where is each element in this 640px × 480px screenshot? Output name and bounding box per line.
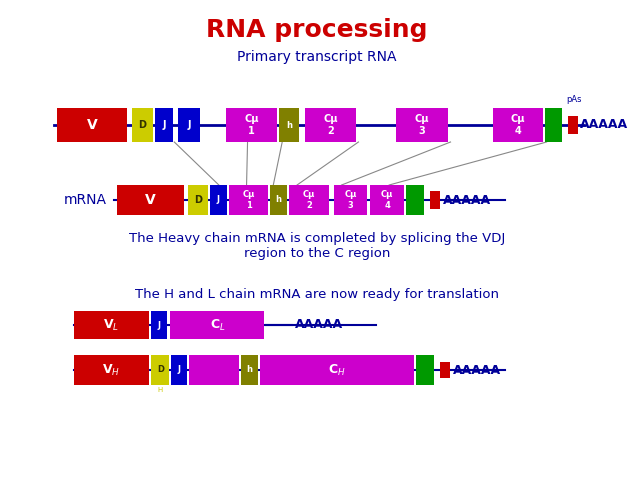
FancyBboxPatch shape <box>429 191 440 209</box>
FancyBboxPatch shape <box>152 355 170 385</box>
FancyBboxPatch shape <box>74 311 148 339</box>
Text: h: h <box>246 365 253 374</box>
Text: D: D <box>157 365 164 374</box>
Text: J: J <box>158 321 161 329</box>
Text: V: V <box>86 118 97 132</box>
FancyBboxPatch shape <box>170 311 264 339</box>
FancyBboxPatch shape <box>117 185 184 215</box>
Text: Cμ
3: Cμ 3 <box>415 114 429 136</box>
FancyBboxPatch shape <box>152 311 167 339</box>
Text: H: H <box>158 387 163 393</box>
Text: AAAAA: AAAAA <box>580 119 628 132</box>
FancyBboxPatch shape <box>371 185 404 215</box>
FancyBboxPatch shape <box>226 108 277 142</box>
FancyBboxPatch shape <box>568 116 579 134</box>
FancyBboxPatch shape <box>406 185 424 215</box>
Text: J: J <box>217 195 220 204</box>
FancyBboxPatch shape <box>260 355 414 385</box>
Text: Cμ
3: Cμ 3 <box>344 190 356 210</box>
FancyBboxPatch shape <box>279 108 299 142</box>
Text: D: D <box>139 120 147 130</box>
Text: AAAAA: AAAAA <box>452 363 500 376</box>
FancyBboxPatch shape <box>178 108 200 142</box>
Text: RNA processing: RNA processing <box>206 18 428 42</box>
Text: Cμ
2: Cμ 2 <box>303 190 315 210</box>
FancyBboxPatch shape <box>270 185 287 215</box>
FancyBboxPatch shape <box>172 355 187 385</box>
Text: Cμ
4: Cμ 4 <box>381 190 394 210</box>
FancyBboxPatch shape <box>440 362 449 378</box>
Text: Primary transcript RNA: Primary transcript RNA <box>237 50 397 64</box>
Text: pAs: pAs <box>566 95 582 104</box>
Text: V: V <box>145 193 156 207</box>
FancyBboxPatch shape <box>74 355 148 385</box>
FancyBboxPatch shape <box>396 108 447 142</box>
Text: J: J <box>163 120 166 130</box>
Text: mRNA: mRNA <box>64 193 107 207</box>
Text: C$_L$: C$_L$ <box>209 317 225 333</box>
FancyBboxPatch shape <box>228 185 268 215</box>
Text: Cμ
4: Cμ 4 <box>511 114 525 136</box>
FancyBboxPatch shape <box>241 355 259 385</box>
Text: The Heavy chain mRNA is completed by splicing the VDJ
region to the C region: The Heavy chain mRNA is completed by spl… <box>129 232 505 260</box>
Text: AAAAA: AAAAA <box>443 193 491 206</box>
Text: V$_H$: V$_H$ <box>102 362 120 378</box>
Text: Cμ
2: Cμ 2 <box>323 114 338 136</box>
Text: J: J <box>178 365 180 374</box>
Text: h: h <box>286 120 292 130</box>
Text: Cμ
1: Cμ 1 <box>244 114 259 136</box>
FancyBboxPatch shape <box>58 108 127 142</box>
FancyBboxPatch shape <box>333 185 367 215</box>
Text: h: h <box>276 195 282 204</box>
Text: D: D <box>194 195 202 205</box>
Text: V$_L$: V$_L$ <box>103 317 120 333</box>
FancyBboxPatch shape <box>305 108 356 142</box>
Text: C$_H$: C$_H$ <box>328 362 346 378</box>
FancyBboxPatch shape <box>156 108 173 142</box>
FancyBboxPatch shape <box>545 108 563 142</box>
FancyBboxPatch shape <box>132 108 154 142</box>
FancyBboxPatch shape <box>210 185 227 215</box>
FancyBboxPatch shape <box>289 185 329 215</box>
Text: The H and L chain mRNA are now ready for translation: The H and L chain mRNA are now ready for… <box>135 288 499 301</box>
Text: J: J <box>188 120 191 130</box>
Text: AAAAA: AAAAA <box>295 319 343 332</box>
FancyBboxPatch shape <box>416 355 434 385</box>
Text: Cμ
1: Cμ 1 <box>243 190 255 210</box>
FancyBboxPatch shape <box>493 108 543 142</box>
FancyBboxPatch shape <box>188 185 208 215</box>
FancyBboxPatch shape <box>189 355 239 385</box>
